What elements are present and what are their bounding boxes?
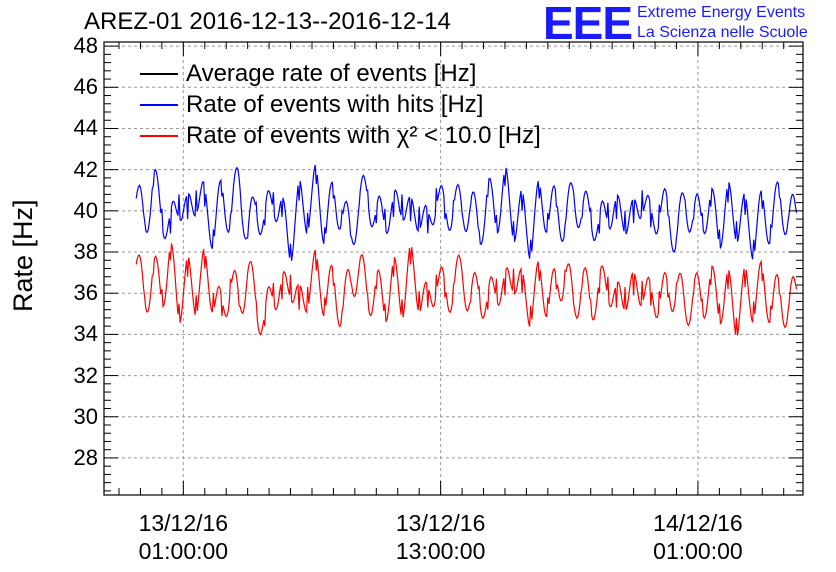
y-tick-label: 48	[73, 33, 98, 59]
legend-item-chi2: Rate of events with χ² < 10.0 [Hz]	[140, 120, 541, 151]
series-line	[135, 164, 798, 261]
eee-subtitle-line2: La Scienza nelle Scuole	[637, 24, 808, 41]
legend: Average rate of events [Hz] Rate of even…	[140, 58, 541, 151]
x-tick-time: 01:00:00	[138, 538, 229, 564]
y-axis-label: Rate [Hz]	[8, 199, 38, 312]
x-tick-label: 14/12/16 01:00:00	[628, 509, 768, 565]
y-tick-label: 34	[73, 321, 98, 347]
y-tick-label: 30	[73, 403, 98, 429]
y-tick-label: 46	[73, 74, 98, 100]
y-tick-label: 38	[73, 239, 98, 265]
x-tick-time: 13:00:00	[395, 538, 486, 564]
x-tick-label: 13/12/16 13:00:00	[371, 509, 511, 565]
legend-item-average: Average rate of events [Hz]	[140, 58, 541, 89]
x-tick-time: 01:00:00	[653, 538, 743, 564]
y-tick-label: 42	[73, 156, 98, 182]
legend-label-chi2: Rate of events with χ² < 10.0 [Hz]	[186, 121, 541, 149]
legend-label-average: Average rate of events [Hz]	[186, 59, 477, 87]
y-tick-label: 40	[73, 197, 98, 223]
chart-title: AREZ-01 2016-12-13--2016-12-14	[84, 8, 451, 35]
y-tick-label: 28	[73, 444, 98, 470]
legend-swatch-average	[140, 72, 178, 75]
series-line	[135, 243, 798, 336]
x-tick-label: 13/12/16 01:00:00	[113, 509, 253, 565]
x-tick-date: 13/12/16	[395, 510, 486, 536]
y-tick-label: 36	[73, 280, 98, 306]
eee-subtitle-line1: Extreme Energy Events	[637, 4, 806, 21]
legend-label-hits: Rate of events with hits [Hz]	[186, 90, 484, 118]
y-tick-label: 44	[73, 115, 98, 141]
legend-swatch-chi2	[140, 134, 178, 137]
legend-swatch-hits	[140, 103, 178, 106]
x-tick-date: 14/12/16	[653, 510, 743, 536]
x-tick-date: 13/12/16	[138, 510, 229, 536]
legend-item-hits: Rate of events with hits [Hz]	[140, 89, 541, 120]
y-tick-label: 32	[73, 362, 98, 388]
eee-logo: EEE	[543, 0, 633, 49]
